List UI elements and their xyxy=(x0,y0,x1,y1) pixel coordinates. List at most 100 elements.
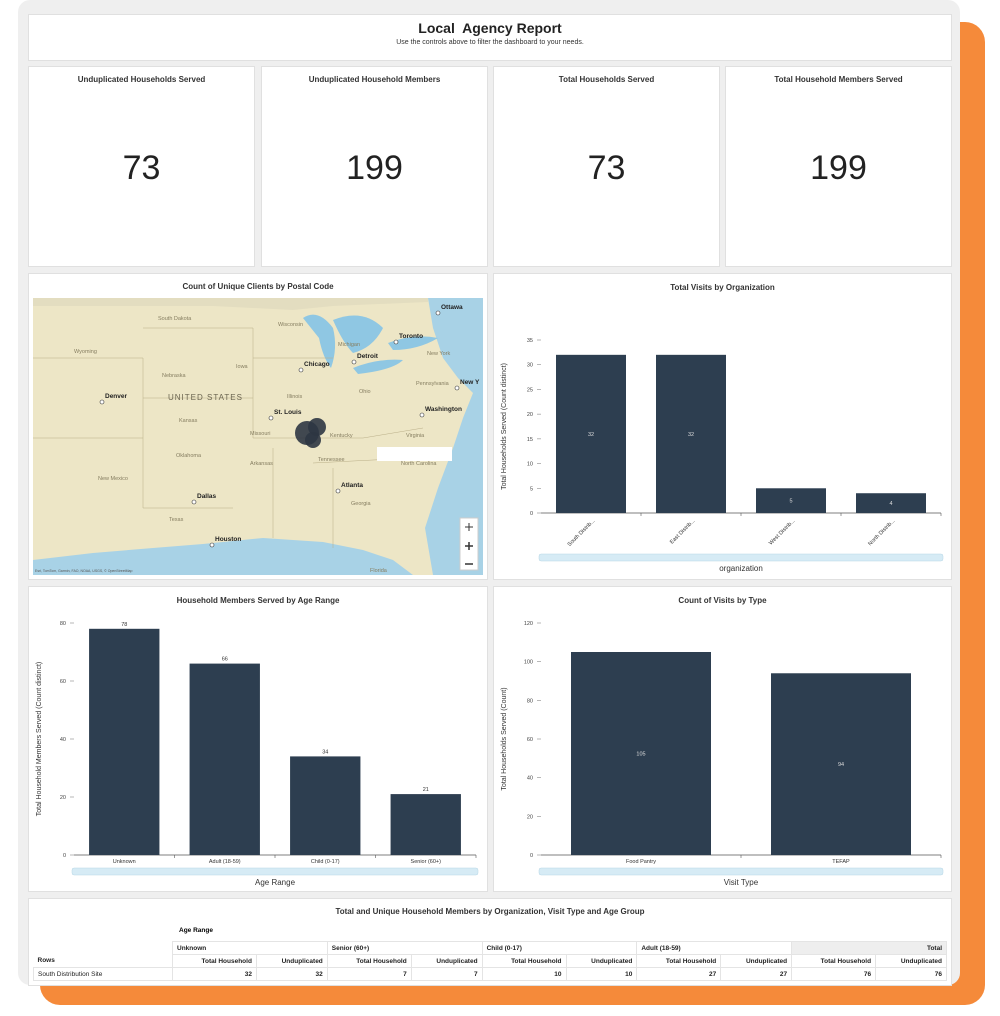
kpi-value: 199 xyxy=(810,149,867,187)
x-tick-label: Senior (60+) xyxy=(411,859,442,865)
zoom-controls[interactable] xyxy=(459,517,479,571)
place-label: Wisconsin xyxy=(278,322,303,328)
x-axis-label: organization xyxy=(719,564,763,573)
place-label: Nebraska xyxy=(162,373,186,379)
ocean xyxy=(425,298,483,575)
row-name: South Distribution Site xyxy=(33,967,173,981)
sub-header: Total Household xyxy=(481,954,567,968)
y-tick-label: 0 xyxy=(530,853,533,859)
bar xyxy=(571,652,711,855)
city-dot xyxy=(99,399,105,405)
y-tick-label: 5 xyxy=(530,486,533,492)
sub-header: Total Household xyxy=(636,954,722,968)
city-dot xyxy=(298,367,304,373)
chart-panel: Count of Visits by Type 0 20 40 60 80 100 120 To… xyxy=(493,586,952,892)
sub-header: Unduplicated xyxy=(255,954,328,968)
city-dot xyxy=(435,310,441,316)
city-label: Dallas xyxy=(197,493,217,500)
city-label: Atlanta xyxy=(341,482,363,489)
chart-title: Household Members Served by Age Range xyxy=(177,596,340,605)
kpi-card: Total Household Members Served 199 xyxy=(725,66,952,267)
place-label: Florida xyxy=(370,568,388,574)
y-tick-label: 0 xyxy=(530,511,533,517)
chart-panel: Total Visits by Organization 0 5 10 15 20 25 30… xyxy=(493,273,952,580)
city-label: Washington xyxy=(425,406,462,413)
gulf xyxy=(33,538,413,575)
city-label: Houston xyxy=(215,536,241,543)
bar xyxy=(771,673,911,855)
kpi-value: 73 xyxy=(587,149,626,187)
kpi-card: Unduplicated Households Served 73 xyxy=(28,66,255,267)
cell: 27 xyxy=(636,967,722,981)
map: Ottawa Toronto Chicago Detroit New Y Denver St… xyxy=(33,298,483,575)
x-tick-label: Child (0-17) xyxy=(311,859,340,865)
sub-header: Total Household xyxy=(791,954,877,968)
y-tick-label: 35 xyxy=(527,338,533,344)
zoom-in[interactable] xyxy=(465,542,473,550)
header-panel: Local Agency Report Use the controls abo… xyxy=(28,14,952,61)
x-tick-label: West Distrib... xyxy=(768,518,797,547)
city-dot xyxy=(209,542,215,548)
place-label: UNITED STATES xyxy=(168,393,243,402)
bar xyxy=(89,628,160,855)
y-tick-label: 80 xyxy=(527,698,533,704)
table-row: South Distribution Site 32 32 7 7 10 10 27 27 76 7… xyxy=(33,967,947,981)
sub-header-row: Rows Total Household Unduplicated Total Hou… xyxy=(34,954,947,968)
city-label: Ottawa xyxy=(441,304,463,311)
kpi-label: Total Household Members Served xyxy=(774,75,903,84)
city-label: St. Louis xyxy=(274,409,302,416)
kpi-value: 199 xyxy=(346,149,403,187)
value-label: 32 xyxy=(588,432,594,438)
bar xyxy=(189,663,260,855)
city-dot xyxy=(454,385,460,391)
y-tick-label: 10 xyxy=(527,462,533,468)
report-subtitle: Use the controls above to filter the das… xyxy=(396,39,584,46)
rows-header xyxy=(34,942,173,955)
y-tick-label: 30 xyxy=(527,363,533,369)
place-label: Wyoming xyxy=(74,349,97,355)
scrollbar xyxy=(71,867,479,876)
group-header-row: Unknown Senior (60+) Child (0-17) Adult (18… xyxy=(34,941,947,955)
place-label: Missouri xyxy=(250,431,270,437)
city-label: Denver xyxy=(105,393,128,400)
group-label: Age Range xyxy=(179,927,213,934)
table-panel: Total and Unique Household Members by Or… xyxy=(28,898,952,986)
bar-chart: Total Visits by Organization 0 5 10 15 20 25 30… xyxy=(501,283,944,573)
y-tick-label: 0 xyxy=(63,853,66,859)
scrollbar xyxy=(538,553,944,562)
cell: 27 xyxy=(720,967,793,981)
place-label: Tennessee xyxy=(318,457,345,463)
value-label: 34 xyxy=(322,749,328,755)
city-label: Toronto xyxy=(399,333,423,340)
bar-chart: Count of Visits by Type 0 20 40 60 80 100 120 To… xyxy=(501,596,944,887)
place-label: Michigan xyxy=(338,342,360,348)
sub-header: Total Household xyxy=(326,954,412,968)
city-label: New Y xyxy=(460,379,480,386)
place-label: Virginia xyxy=(406,433,425,439)
recenter-icon[interactable] xyxy=(465,523,473,531)
place-label: Georgia xyxy=(351,501,372,507)
place-label: North Carolina xyxy=(401,461,437,467)
map-title: Count of Unique Clients by Postal Code xyxy=(182,282,334,291)
value-label: 78 xyxy=(121,622,127,628)
place-label: New Mexico xyxy=(98,476,128,482)
y-tick-label: 120 xyxy=(524,621,533,627)
x-tick-label: TEFAP xyxy=(832,859,850,865)
group-header: Child (0-17) xyxy=(481,941,638,955)
map-attribution: Esri, TomTom, Garmin, FAO, NOAA, USGS, ©… xyxy=(35,569,132,573)
place-label: Illinois xyxy=(287,394,303,400)
y-axis-label: Total Households Served (Count distinct) xyxy=(501,363,508,490)
y-tick-label: 20 xyxy=(527,412,533,418)
bar-chart: Household Members Served by Age Range 0 20… xyxy=(36,596,479,887)
x-tick-label: Unknown xyxy=(113,859,136,865)
y-tick-label: 60 xyxy=(60,679,66,685)
place-label: Arkansas xyxy=(250,461,273,467)
report-title: Local Agency Report xyxy=(418,20,562,36)
cell: 10 xyxy=(565,967,638,981)
lake xyxy=(388,336,438,350)
chart-panel: Household Members Served by Age Range 0 20… xyxy=(28,586,488,892)
canada xyxy=(33,298,428,310)
place-label: Kansas xyxy=(179,418,198,424)
x-tick-label: East Distrib... xyxy=(669,518,697,546)
y-tick-label: 40 xyxy=(527,776,533,782)
